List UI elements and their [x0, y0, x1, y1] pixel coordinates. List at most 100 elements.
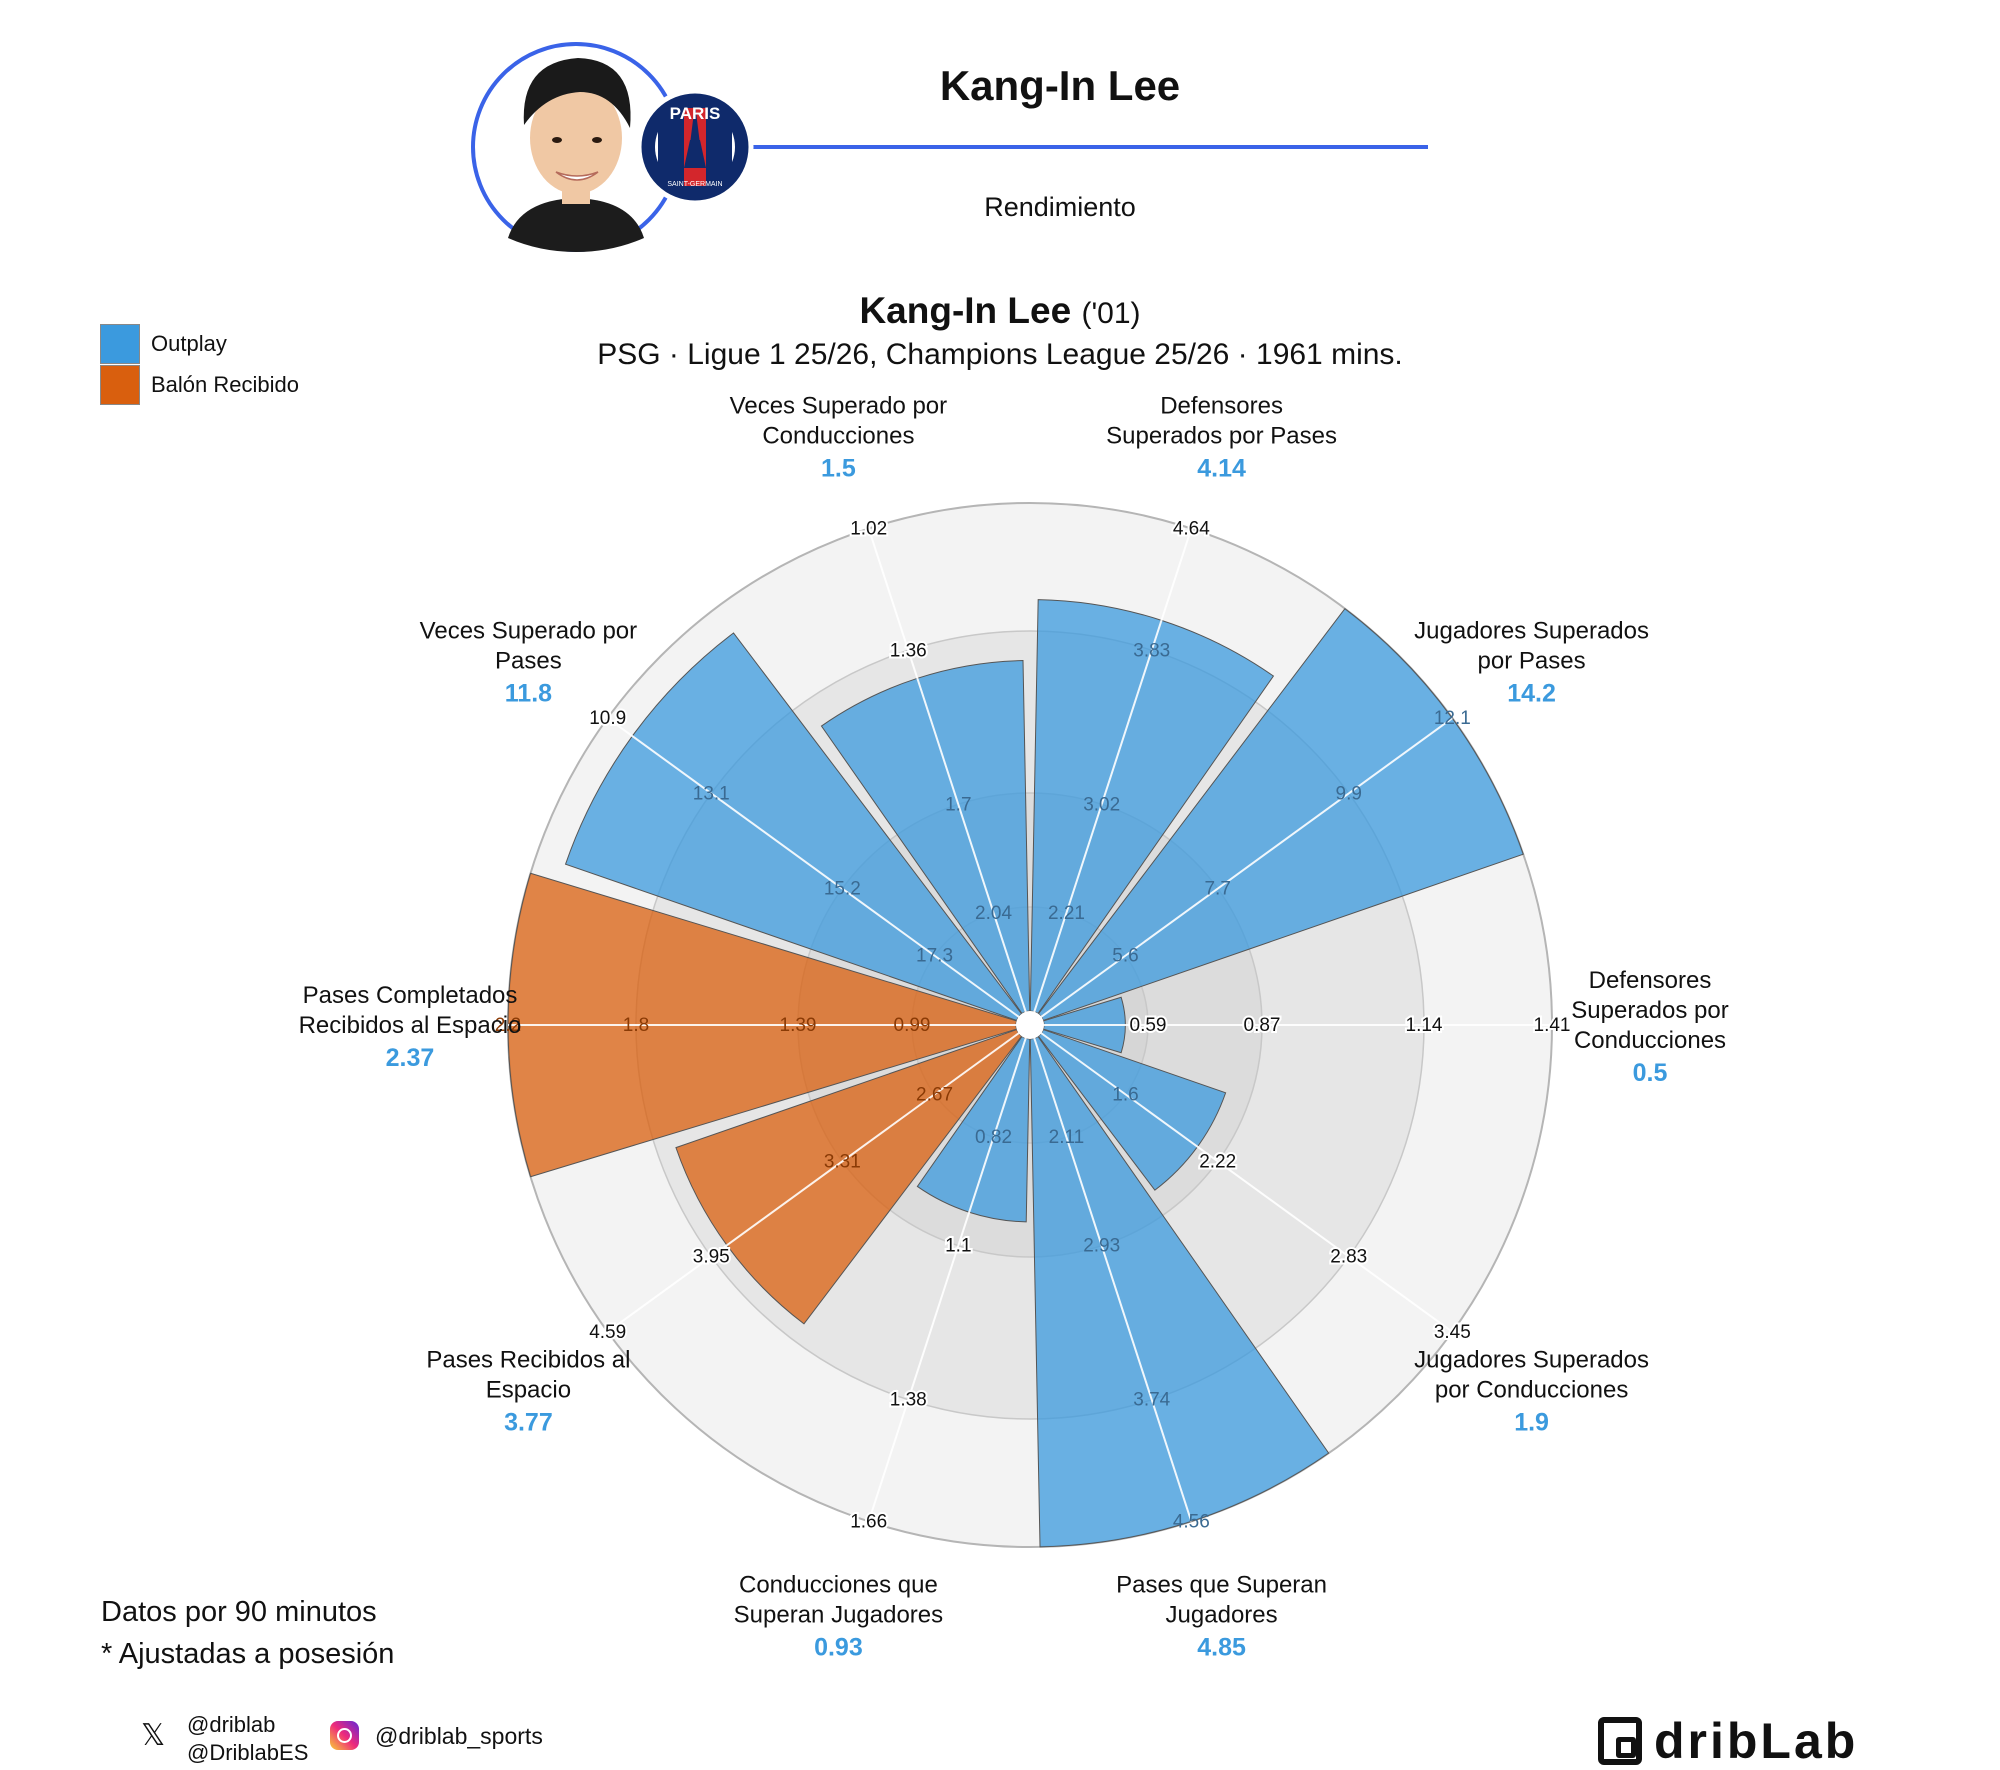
metric-value: 1.5	[821, 454, 856, 482]
metric-value: 1.9	[1514, 1408, 1549, 1436]
metric-label: Conducciones	[1574, 1027, 1726, 1054]
metric-label: Pases	[495, 648, 562, 675]
legend: Outplay Balón Recibido	[100, 323, 299, 405]
tick-label: 2.21	[1048, 903, 1085, 924]
chart-title: Kang-In Lee ('01)	[0, 290, 2000, 332]
legend-item-outplay: Outplay	[100, 323, 299, 364]
tick-label: 4.56	[1173, 1511, 1210, 1532]
spoke-line	[607, 1024, 1031, 1333]
metric-label: Veces Superado por	[420, 618, 638, 645]
tick-label: 0.99	[894, 1015, 931, 1036]
tick-label: 1.8	[623, 1015, 649, 1036]
tick-label: 0.82	[975, 1127, 1012, 1148]
chart-title-year: ('01)	[1081, 297, 1141, 330]
metric-label: Superan Jugadores	[734, 1602, 943, 1629]
tick-label: 13.1	[693, 783, 730, 804]
legend-label-outplay: Outplay	[151, 330, 227, 356]
tick-label: 17.3	[916, 946, 953, 967]
metric-value: 3.77	[504, 1408, 553, 1436]
metric-value: 2.37	[386, 1044, 435, 1072]
metric-label: Superados por	[1571, 997, 1728, 1024]
tick-label: 2.04	[975, 903, 1012, 924]
note-possession-adjusted: * Ajustadas a posesión	[101, 1638, 395, 1670]
pizza-slice	[820, 660, 1031, 1015]
tick-label: 2.22	[1199, 1151, 1236, 1172]
club-crest-icon: PARIS SAINT-GERMAIN	[636, 88, 754, 206]
spoke-line	[1029, 1024, 1193, 1522]
tick-label: 12.1	[1434, 708, 1471, 729]
tick-label: 3.45	[1434, 1322, 1471, 1343]
tick-label: 5.6	[1112, 946, 1138, 967]
tick-label: 1.6	[1112, 1084, 1138, 1105]
chart-subtitle: PSG · Ligue 1 25/26, Champions League 25…	[597, 338, 1403, 371]
tick-label: 3.83	[1133, 640, 1170, 661]
tick-label: 1.02	[850, 519, 887, 540]
tick-label: 7.7	[1204, 879, 1230, 900]
tick-label: 1.39	[780, 1015, 817, 1036]
metric-label: por Pases	[1478, 648, 1586, 675]
metric-value: 4.14	[1197, 454, 1246, 482]
metric-label: Defensores	[1589, 967, 1712, 994]
note-per-90: Datos por 90 minutos	[101, 1596, 377, 1628]
tick-label: 1.41	[1534, 1015, 1571, 1036]
x-handle-driblabes[interactable]: @DriblabES	[187, 1740, 309, 1765]
legend-swatch-balon-recibido	[100, 364, 140, 405]
metric-value: 4.85	[1197, 1634, 1246, 1662]
driblab-logo: dribLab	[1598, 1712, 1858, 1770]
tick-label: 15.2	[824, 879, 861, 900]
spoke-line	[867, 1024, 1031, 1522]
tick-label: 2.93	[1083, 1236, 1120, 1257]
driblab-mark-icon	[1598, 1717, 1642, 1765]
tick-label: 0.87	[1244, 1015, 1281, 1036]
crest-bottom-text: SAINT-GERMAIN	[667, 181, 722, 188]
legend-item-balon-recibido: Balón Recibido	[100, 364, 299, 405]
instagram-handle[interactable]: @driblab_sports	[375, 1723, 543, 1749]
tick-label: 2.83	[1330, 1247, 1367, 1268]
tick-label: 2.67	[916, 1084, 953, 1105]
header-subtitle: Rendimiento	[984, 192, 1136, 222]
header-player-name: Kang-In Lee	[939, 62, 1181, 109]
metric-label: Conducciones que	[739, 1572, 938, 1599]
spoke-line	[1029, 1024, 1453, 1333]
tick-label: 4.59	[589, 1322, 626, 1343]
metric-value: 11.8	[505, 680, 552, 708]
crest-top-text: PARIS	[670, 104, 721, 123]
tick-label: 1.36	[890, 640, 927, 661]
metric-label: Defensores	[1160, 392, 1283, 419]
spoke-line	[1029, 717, 1453, 1026]
metric-label: Superados por Pases	[1106, 422, 1337, 449]
chart-title-player: Kang-In Lee	[859, 290, 1072, 331]
tick-label: 3.95	[693, 1247, 730, 1268]
metric-label: Jugadores Superados	[1414, 618, 1649, 645]
tick-label: 10.9	[589, 708, 626, 729]
metric-label: Jugadores	[1166, 1602, 1278, 1629]
tick-label: 9.9	[1336, 783, 1362, 804]
x-handle-driblab[interactable]: @driblab	[187, 1712, 276, 1737]
tick-label: 3.74	[1133, 1390, 1170, 1411]
metric-label: Jugadores Superados	[1414, 1346, 1649, 1373]
legend-swatch-outplay	[100, 323, 140, 364]
pizza-slice	[675, 1028, 1023, 1325]
metric-label: Recibidos al Espacio	[299, 1012, 522, 1039]
legend-label-balon-recibido: Balón Recibido	[151, 371, 299, 397]
tick-label: 0.59	[1130, 1015, 1167, 1036]
tick-label: 2.2	[495, 1015, 521, 1036]
tick-label: 3.02	[1083, 794, 1120, 815]
metric-label: Espacio	[486, 1376, 571, 1403]
spoke-line	[607, 717, 1031, 1026]
player-avatar	[471, 42, 681, 252]
tick-label: 1.38	[890, 1390, 927, 1411]
tick-label: 1.14	[1406, 1015, 1443, 1036]
tick-label: 4.64	[1173, 519, 1210, 540]
metric-label: Conducciones	[762, 422, 914, 449]
x-logo-icon[interactable]: 𝕏	[141, 1719, 166, 1752]
tick-label: 1.66	[850, 1511, 887, 1532]
instagram-icon[interactable]	[330, 1721, 359, 1750]
metric-value: 14.2	[1507, 680, 1556, 708]
driblab-logo-text: dribLab	[1654, 1713, 1859, 1769]
metric-label: Pases Completados	[303, 982, 518, 1009]
metric-label: Pases que Superan	[1116, 1572, 1327, 1599]
metric-value: 0.5	[1633, 1059, 1668, 1087]
metric-label: Veces Superado por	[730, 392, 948, 419]
